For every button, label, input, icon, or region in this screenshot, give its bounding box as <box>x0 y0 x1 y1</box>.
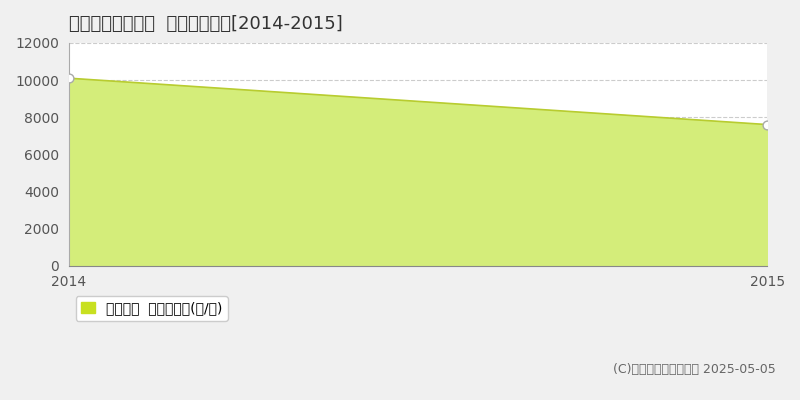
Text: 宮城郡松島町松島  農地価格推移[2014-2015]: 宮城郡松島町松島 農地価格推移[2014-2015] <box>69 15 342 33</box>
Text: (C)土地価格ドットコム 2025-05-05: (C)土地価格ドットコム 2025-05-05 <box>614 363 776 376</box>
Point <box>62 75 75 81</box>
Legend: 農地価格  平均坪単価(円/坪): 農地価格 平均坪単価(円/坪) <box>75 296 228 321</box>
Point <box>761 121 774 128</box>
